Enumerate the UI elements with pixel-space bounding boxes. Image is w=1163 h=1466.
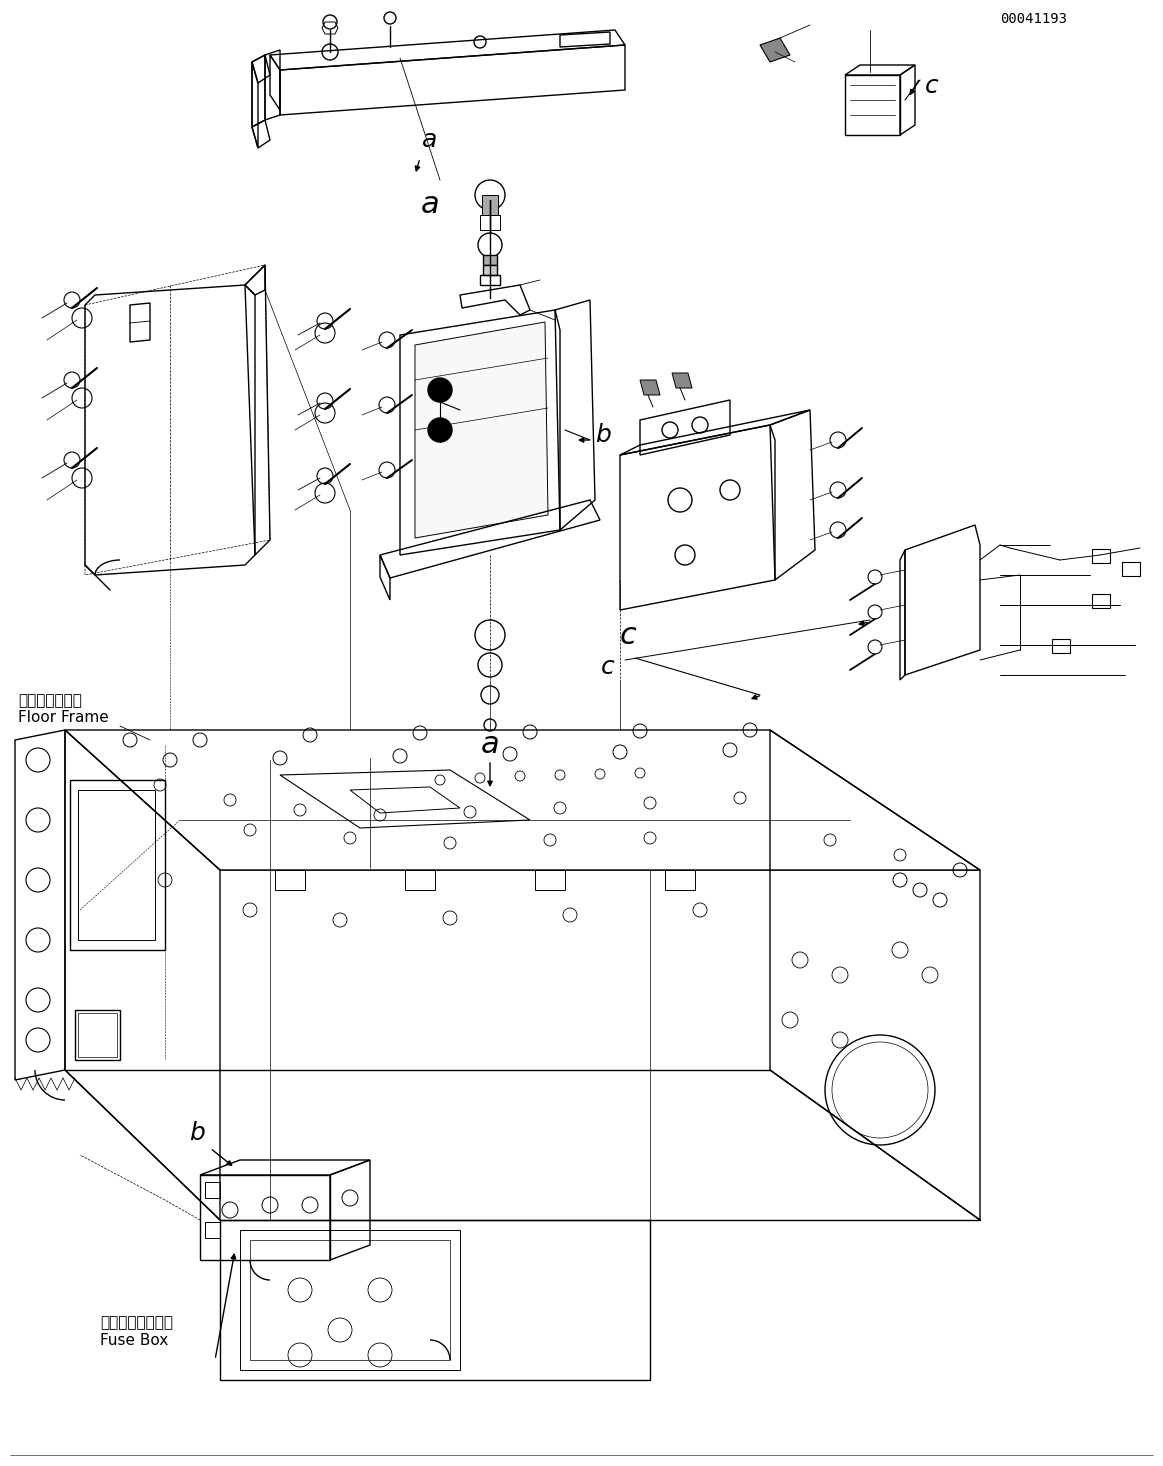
Text: b: b [595,424,611,447]
Polygon shape [483,255,497,265]
Text: フロアフレーム: フロアフレーム [17,693,81,708]
Polygon shape [759,38,790,62]
Text: Fuse Box: Fuse Box [100,1333,169,1349]
Bar [1092,548,1110,563]
Text: フューズボックス: フューズボックス [100,1315,173,1330]
Text: a: a [421,191,440,218]
Polygon shape [483,265,497,276]
Circle shape [428,378,452,402]
Polygon shape [415,323,548,538]
Bar [1053,639,1070,652]
Text: Floor Frame: Floor Frame [17,710,109,726]
Bar [1092,594,1110,608]
Polygon shape [672,372,692,388]
Text: a: a [422,128,437,152]
Text: c: c [925,73,939,98]
Polygon shape [481,195,498,216]
Text: b: b [190,1121,205,1145]
Text: 00041193: 00041193 [1000,12,1068,26]
Polygon shape [640,380,659,394]
Bar [1122,561,1140,576]
Text: c: c [601,655,615,679]
Text: a: a [480,730,499,759]
Text: c: c [620,622,637,649]
Circle shape [428,418,452,443]
